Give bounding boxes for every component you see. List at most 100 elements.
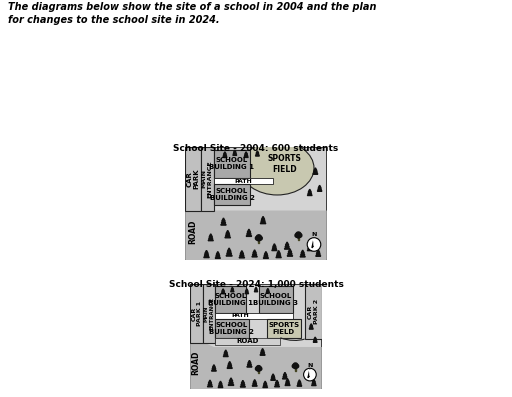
Circle shape [257,368,261,371]
Text: School Site - 2024: 1,000 students: School Site - 2024: 1,000 students [168,280,344,289]
Polygon shape [264,252,267,254]
Polygon shape [308,191,312,194]
Polygon shape [229,378,233,381]
Text: CAR
PARK 2: CAR PARK 2 [308,299,318,324]
Polygon shape [211,368,217,371]
Polygon shape [310,324,312,326]
Polygon shape [271,375,275,378]
Circle shape [255,367,259,370]
Text: ROAD: ROAD [236,338,259,344]
Polygon shape [228,363,232,366]
Polygon shape [229,380,233,383]
Polygon shape [300,253,305,257]
Text: SPORTS
FIELD: SPORTS FIELD [267,154,301,173]
Text: PATH: PATH [231,313,249,318]
Polygon shape [207,383,212,387]
Text: ROAD: ROAD [188,220,197,244]
Polygon shape [274,384,280,387]
Polygon shape [298,237,299,240]
Bar [214,184,250,205]
Polygon shape [266,291,270,293]
Polygon shape [264,381,267,384]
Polygon shape [286,380,290,384]
Polygon shape [231,288,233,291]
Polygon shape [245,152,247,154]
Polygon shape [218,384,223,387]
Polygon shape [241,380,244,383]
Polygon shape [318,185,321,188]
Polygon shape [317,250,319,252]
Polygon shape [222,289,224,291]
Polygon shape [226,230,229,233]
Polygon shape [310,370,312,378]
Polygon shape [212,365,216,368]
Circle shape [257,237,261,241]
Text: SCHOOL
BUILDING 2: SCHOOL BUILDING 2 [209,188,254,201]
Polygon shape [247,362,251,365]
Text: PATH: PATH [234,179,252,184]
Polygon shape [252,251,257,255]
Polygon shape [247,364,252,367]
Circle shape [298,233,302,237]
Polygon shape [212,366,216,369]
Polygon shape [287,252,293,256]
Polygon shape [286,379,289,382]
Polygon shape [221,220,226,223]
Text: CAR
PARK: CAR PARK [186,168,200,189]
Circle shape [292,364,296,368]
Polygon shape [247,229,250,232]
Polygon shape [224,351,228,355]
Polygon shape [215,255,221,258]
Bar [215,338,281,345]
Polygon shape [227,250,231,254]
Polygon shape [298,380,301,383]
Polygon shape [260,352,265,355]
Polygon shape [310,325,313,328]
Polygon shape [219,381,222,384]
Polygon shape [222,290,225,292]
Polygon shape [221,291,225,294]
Polygon shape [285,382,290,385]
Polygon shape [208,380,211,383]
Polygon shape [244,153,248,156]
Polygon shape [228,362,231,364]
Text: School Site - 2004: 600 students: School Site - 2004: 600 students [174,144,338,153]
Polygon shape [301,250,304,253]
Polygon shape [314,239,316,248]
Polygon shape [273,244,276,247]
Polygon shape [301,252,305,255]
Polygon shape [284,372,286,375]
Bar [201,147,214,210]
Polygon shape [305,284,322,339]
Polygon shape [233,152,237,155]
Polygon shape [221,222,226,225]
Polygon shape [205,251,208,254]
Polygon shape [246,289,248,291]
Polygon shape [314,168,317,171]
Polygon shape [261,350,265,353]
Polygon shape [308,246,312,249]
Circle shape [258,367,262,370]
Polygon shape [219,383,222,385]
Polygon shape [283,376,287,379]
Bar [215,319,249,338]
Polygon shape [252,253,258,257]
Polygon shape [254,288,258,291]
Polygon shape [255,153,260,156]
Polygon shape [247,231,251,234]
Text: N: N [307,363,313,368]
Polygon shape [263,255,269,258]
Polygon shape [225,234,230,238]
Polygon shape [318,187,322,189]
Polygon shape [226,252,232,256]
Polygon shape [275,380,279,383]
Circle shape [295,233,299,237]
Polygon shape [222,218,225,221]
Polygon shape [227,365,232,368]
Polygon shape [240,251,244,254]
Polygon shape [258,370,259,373]
Polygon shape [245,291,249,294]
Polygon shape [297,383,302,386]
Polygon shape [277,251,280,254]
Polygon shape [312,380,315,382]
